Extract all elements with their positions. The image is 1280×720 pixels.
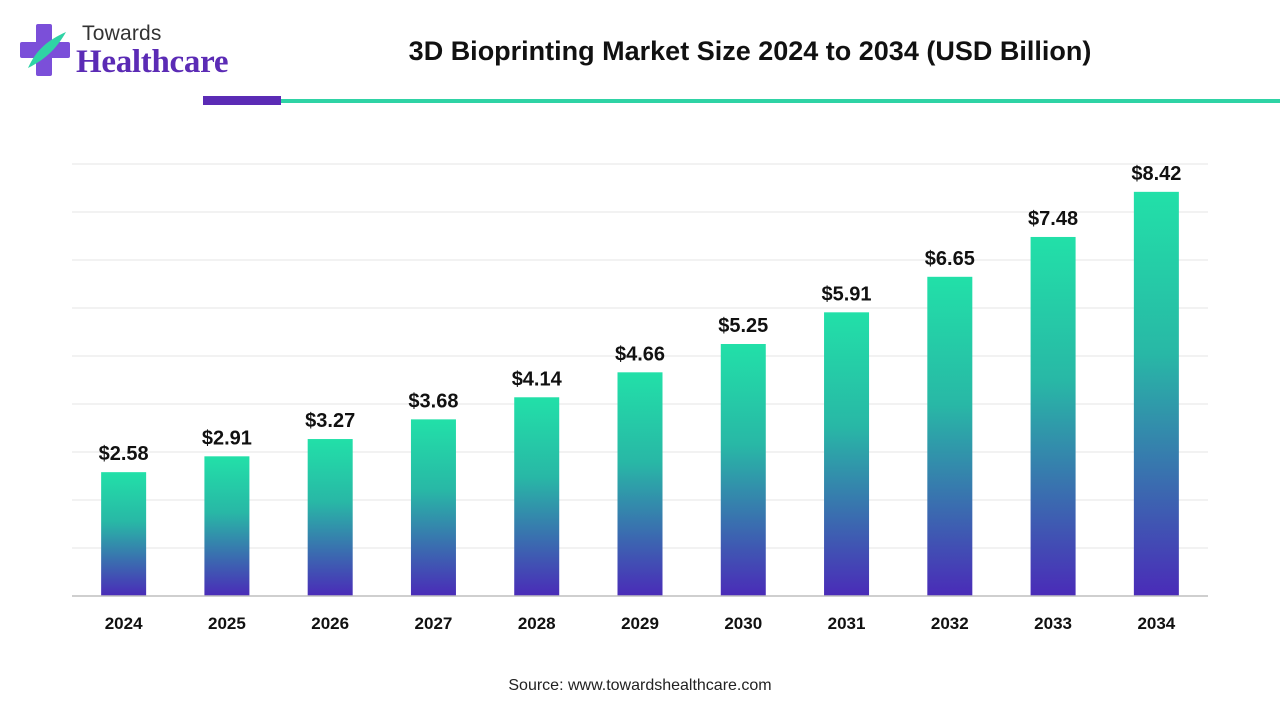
bar-2031	[824, 312, 870, 596]
source-note: Source: www.towardshealthcare.com	[508, 677, 772, 694]
x-tick-label-2028: 2028	[518, 614, 556, 633]
medical-cross-icon	[20, 24, 70, 76]
x-tick-label-2027: 2027	[415, 614, 453, 633]
value-label-2033: $7.48	[1028, 208, 1078, 230]
x-tick-label-2024: 2024	[105, 614, 143, 633]
value-label-2025: $2.91	[202, 427, 252, 449]
bar-2028	[514, 397, 560, 596]
bar-2032	[927, 276, 973, 596]
value-label-2027: $3.68	[408, 390, 458, 412]
value-label-2029: $4.66	[615, 343, 665, 365]
x-tick-label-2033: 2033	[1034, 614, 1072, 633]
value-label-2024: $2.58	[99, 443, 149, 465]
value-label-2030: $5.25	[718, 315, 768, 337]
x-tick-label-2025: 2025	[208, 614, 246, 633]
x-tick-label-2030: 2030	[724, 614, 762, 633]
value-label-2026: $3.27	[305, 410, 355, 432]
x-tick-label-2029: 2029	[621, 614, 659, 633]
bar-2027	[410, 419, 456, 596]
bar-2024	[101, 472, 147, 596]
bar-2034	[1133, 191, 1179, 596]
brand-logo: Towards Healthcare	[18, 22, 248, 82]
x-tick-label-2031: 2031	[828, 614, 866, 633]
x-axis-ticks: 2024 2025 2026 2027 2028 2029 2030 2031 2032 2033…	[105, 614, 1176, 633]
x-tick-label-2034: 2034	[1137, 614, 1175, 633]
value-label-2034: $8.42	[1131, 163, 1181, 185]
bar-2026	[307, 439, 353, 596]
brand-name-main: Healthcare	[76, 44, 229, 80]
bar-2025	[204, 456, 250, 596]
value-label-2028: $4.14	[512, 368, 563, 390]
header-accent-bar	[203, 96, 281, 105]
chart-title: 3D Bioprinting Market Size 2024 to 2034 …	[408, 36, 1092, 66]
value-label-2031: $5.91	[822, 283, 872, 305]
value-labels: $2.58 $2.91 $3.27 $3.68 $4.14 $4.66 $5.25 $5.91…	[99, 163, 1182, 465]
bar-2030	[720, 344, 766, 596]
bar-2033	[1030, 236, 1076, 596]
x-tick-label-2026: 2026	[311, 614, 349, 633]
header-divider	[281, 99, 1280, 103]
brand-name-top: Towards	[82, 22, 162, 45]
x-tick-label-2032: 2032	[931, 614, 969, 633]
bar-2029	[617, 372, 663, 596]
bars	[101, 191, 1179, 596]
value-label-2032: $6.65	[925, 248, 975, 270]
